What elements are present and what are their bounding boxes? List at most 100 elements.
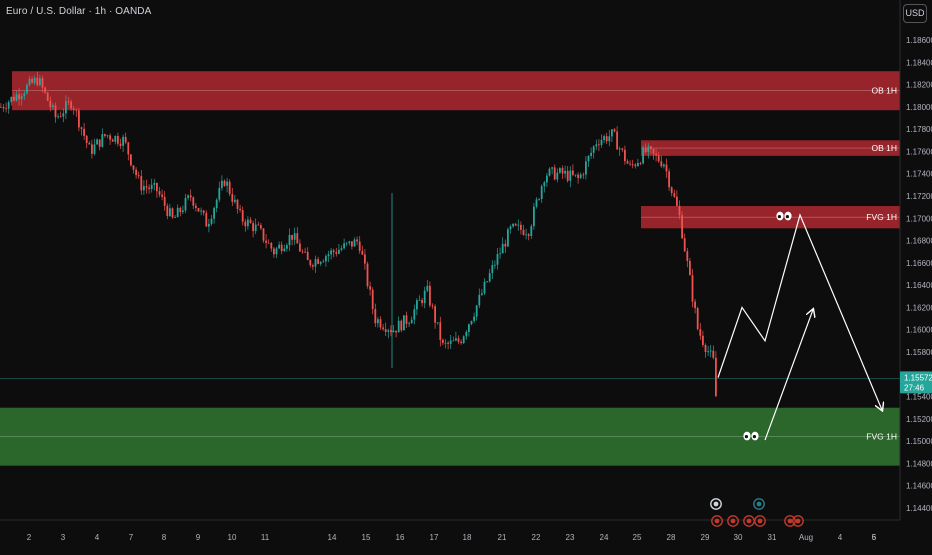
zone-label: OB 1H	[871, 86, 897, 96]
candle-body	[215, 199, 218, 209]
economic-event-icon[interactable]	[711, 515, 723, 527]
candle-body	[262, 228, 265, 241]
candle-body	[265, 240, 267, 243]
candle-body	[109, 135, 111, 140]
candle-body	[65, 101, 67, 114]
candle-body	[691, 275, 694, 302]
price-tag-price: 1.15572	[904, 373, 932, 382]
candle-body	[460, 341, 462, 344]
candle-body	[387, 330, 390, 332]
candle-body	[592, 146, 595, 153]
candle-body	[587, 155, 590, 162]
candle-body	[564, 170, 566, 174]
projection-arrow	[717, 213, 882, 410]
candle-body	[54, 105, 57, 118]
candle-body	[291, 234, 293, 240]
candle-body	[335, 252, 338, 254]
candle-body	[18, 94, 20, 100]
x-tick-label: 6	[872, 533, 877, 542]
candle-body	[699, 329, 702, 336]
zone-resistance-1	[641, 140, 900, 156]
candle-body	[252, 223, 254, 232]
y-tick-label: 1.16400	[906, 281, 932, 290]
candle-body	[236, 199, 239, 209]
x-tick-label: 4	[95, 533, 100, 542]
candle-body	[338, 249, 340, 254]
zone-label: FVG 1H	[866, 432, 897, 442]
candle-body	[379, 319, 382, 328]
candle-body	[647, 146, 650, 152]
economic-event-icon[interactable]	[784, 515, 796, 527]
currency-button[interactable]: USD	[903, 4, 927, 23]
candle-body	[130, 154, 132, 166]
candle-body	[434, 306, 436, 323]
candle-body	[444, 342, 447, 344]
economic-event-icon[interactable]	[727, 515, 739, 527]
candle-body	[514, 223, 517, 226]
zone-resistance-0	[12, 71, 900, 111]
x-tick-label: 10	[228, 533, 237, 542]
y-tick-label: 1.16200	[906, 303, 932, 312]
economic-event-icon[interactable]	[754, 515, 766, 527]
x-tick-label: 29	[701, 533, 710, 542]
candle-body	[270, 242, 273, 249]
candle-body	[421, 299, 423, 304]
candle-body	[72, 108, 75, 111]
economic-event-icon[interactable]	[792, 515, 804, 527]
candle-body	[455, 338, 457, 341]
candle-body	[509, 226, 512, 230]
y-tick-label: 1.15400	[906, 393, 932, 402]
y-tick-label: 1.16800	[906, 237, 932, 246]
economic-event-icon[interactable]	[743, 515, 755, 527]
candle-body	[579, 174, 582, 178]
candle-body	[559, 168, 561, 173]
candle-body	[254, 224, 257, 232]
candle-body	[478, 294, 481, 306]
y-tick-label: 1.14400	[906, 504, 932, 513]
candle-body	[117, 135, 119, 144]
candle-body	[132, 165, 135, 170]
candle-body	[96, 139, 98, 145]
candle-body	[293, 233, 296, 240]
candle-body	[161, 194, 163, 197]
candle-body	[488, 273, 491, 282]
y-tick-label: 1.16000	[906, 326, 932, 335]
candle-body	[31, 78, 33, 83]
candle-body	[689, 260, 691, 276]
candle-body	[447, 342, 449, 344]
economic-event-icon[interactable]	[710, 498, 722, 510]
candle-body	[356, 239, 358, 242]
candle-body	[486, 281, 488, 283]
candle-body	[197, 208, 200, 212]
x-tick-label: 5	[872, 533, 877, 542]
candle-body	[400, 320, 403, 331]
economic-event-icon[interactable]	[753, 498, 765, 510]
y-tick-label: 1.17600	[906, 147, 932, 156]
candle-body	[416, 300, 418, 310]
candle-body	[410, 319, 413, 324]
x-tick-label: 31	[768, 533, 777, 542]
candle-body	[426, 285, 429, 291]
candle-body	[106, 135, 109, 137]
candle-body	[241, 210, 244, 222]
candle-body	[527, 234, 530, 237]
candle-body	[98, 139, 101, 147]
y-tick-label: 1.17800	[906, 125, 932, 134]
candle-body	[590, 152, 592, 156]
candle-body	[681, 215, 683, 239]
y-tick-label: 1.17200	[906, 192, 932, 201]
candle-body	[457, 338, 460, 342]
candle-body	[543, 182, 546, 187]
candle-body	[114, 135, 117, 142]
candle-body	[330, 250, 332, 255]
candle-body	[595, 144, 598, 147]
candle-body	[452, 340, 455, 342]
candle-body	[52, 105, 54, 108]
candle-body	[397, 320, 400, 333]
zone-label: OB 1H	[871, 143, 897, 153]
y-tick-label: 1.15000	[906, 437, 932, 446]
x-tick-label: 14	[328, 533, 337, 542]
candle-body	[423, 290, 426, 304]
